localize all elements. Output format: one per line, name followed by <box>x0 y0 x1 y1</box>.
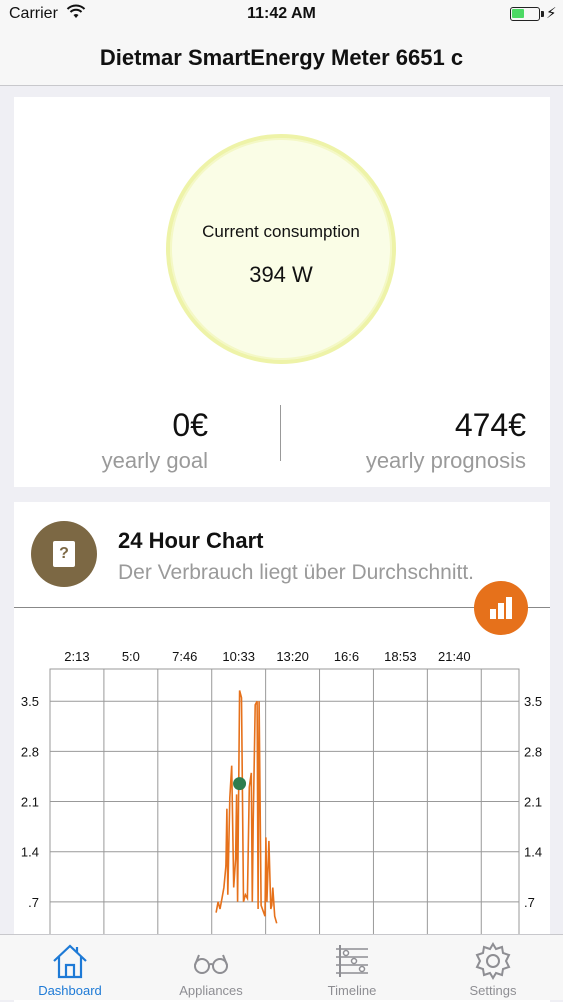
yearly-goal-stat[interactable]: 0€ yearly goal <box>0 407 208 474</box>
y-tick-label-right: 2.1 <box>524 795 542 810</box>
tab-appliances[interactable]: Appliances <box>141 935 281 1001</box>
status-bar: Carrier 11:42 AM ⚡ <box>0 0 563 30</box>
consumption-label: Current consumption <box>202 222 360 241</box>
x-tick-label: 5:0 <box>122 649 140 664</box>
timeline-icon <box>336 945 368 977</box>
stats-divider <box>280 405 281 461</box>
consumption-value: 394 W <box>249 262 313 287</box>
x-tick-label: 18:53 <box>384 649 417 664</box>
tab-timeline-label: Timeline <box>327 983 377 998</box>
y-tick-label-left: 2.1 <box>21 795 39 810</box>
yearly-goal-label: yearly goal <box>101 448 208 473</box>
clock: 11:42 AM <box>247 5 316 22</box>
y-tick-label-right: 1.4 <box>524 845 542 860</box>
nav-bar: Dietmar SmartEnergy Meter 6651 c <box>0 30 563 86</box>
charging-icon: ⚡ <box>546 5 557 22</box>
bar-chart-button[interactable] <box>474 581 528 635</box>
series-line <box>215 690 278 924</box>
plot-area <box>49 668 520 942</box>
battery-icon <box>510 7 544 21</box>
tab-settings-label: Settings <box>469 983 517 998</box>
x-tick-label: 13:20 <box>276 649 309 664</box>
page-title: Dietmar SmartEnergy Meter 6651 c <box>99 45 464 70</box>
tab-timeline[interactable]: Timeline <box>282 935 422 1001</box>
y-tick-label-left: .7 <box>28 895 39 910</box>
bar-chart-icon <box>490 609 496 619</box>
house-icon <box>53 944 87 979</box>
consumption-card: Current consumption 394 W 0€ yearly goal… <box>14 97 550 487</box>
yearly-prognosis-value: 474€ <box>454 407 526 443</box>
consumption-line-chart[interactable]: 2:13 5:0 7:46 10:33 13:20 16:6 18:53 21:40 3.5 3.… <box>14 642 550 942</box>
tab-dashboard[interactable]: Dashboard <box>0 935 140 1001</box>
glasses-icon <box>194 954 228 974</box>
y-tick-label-left: 1.4 <box>21 845 39 860</box>
yearly-prognosis-label: yearly prognosis <box>365 448 526 473</box>
chart-header-divider <box>14 607 550 608</box>
x-tick-label: 10:33 <box>222 649 255 664</box>
chart-title: 24 Hour Chart <box>118 528 264 553</box>
y-tick-label-right: 3.5 <box>524 694 542 709</box>
yearly-prognosis-stat[interactable]: 474€ yearly prognosis <box>286 407 526 474</box>
chart-card: ? 24 Hour Chart Der Verbrauch liegt über… <box>14 502 550 1002</box>
y-tick-label-right: 2.8 <box>524 744 542 759</box>
selection-marker <box>233 777 247 791</box>
x-tick-label: 21:40 <box>438 649 471 664</box>
chart-subtitle: Der Verbrauch liegt über Durchschnitt. <box>118 561 475 584</box>
consumption-gauge: Current consumption 394 W <box>166 134 396 364</box>
y-tick-label-left: 3.5 <box>21 694 39 709</box>
y-tick-label-left: 2.8 <box>21 744 39 759</box>
x-tick-label: 2:13 <box>64 649 89 664</box>
carrier-label: Carrier <box>9 5 58 22</box>
tab-settings[interactable]: Settings <box>423 935 563 1001</box>
question-icon[interactable]: ? <box>31 521 97 587</box>
tab-bar: Dashboard Appliances Timeline Settings <box>0 934 563 1000</box>
wifi-icon <box>66 4 86 18</box>
yearly-goal-value: 0€ <box>172 407 208 443</box>
tab-dashboard-label: Dashboard <box>38 983 102 998</box>
x-tick-label: 16:6 <box>334 649 359 664</box>
tab-appliances-label: Appliances <box>179 983 243 998</box>
y-tick-label-right: .7 <box>524 895 535 910</box>
x-tick-label: 7:46 <box>172 649 197 664</box>
gear-icon <box>475 942 511 980</box>
